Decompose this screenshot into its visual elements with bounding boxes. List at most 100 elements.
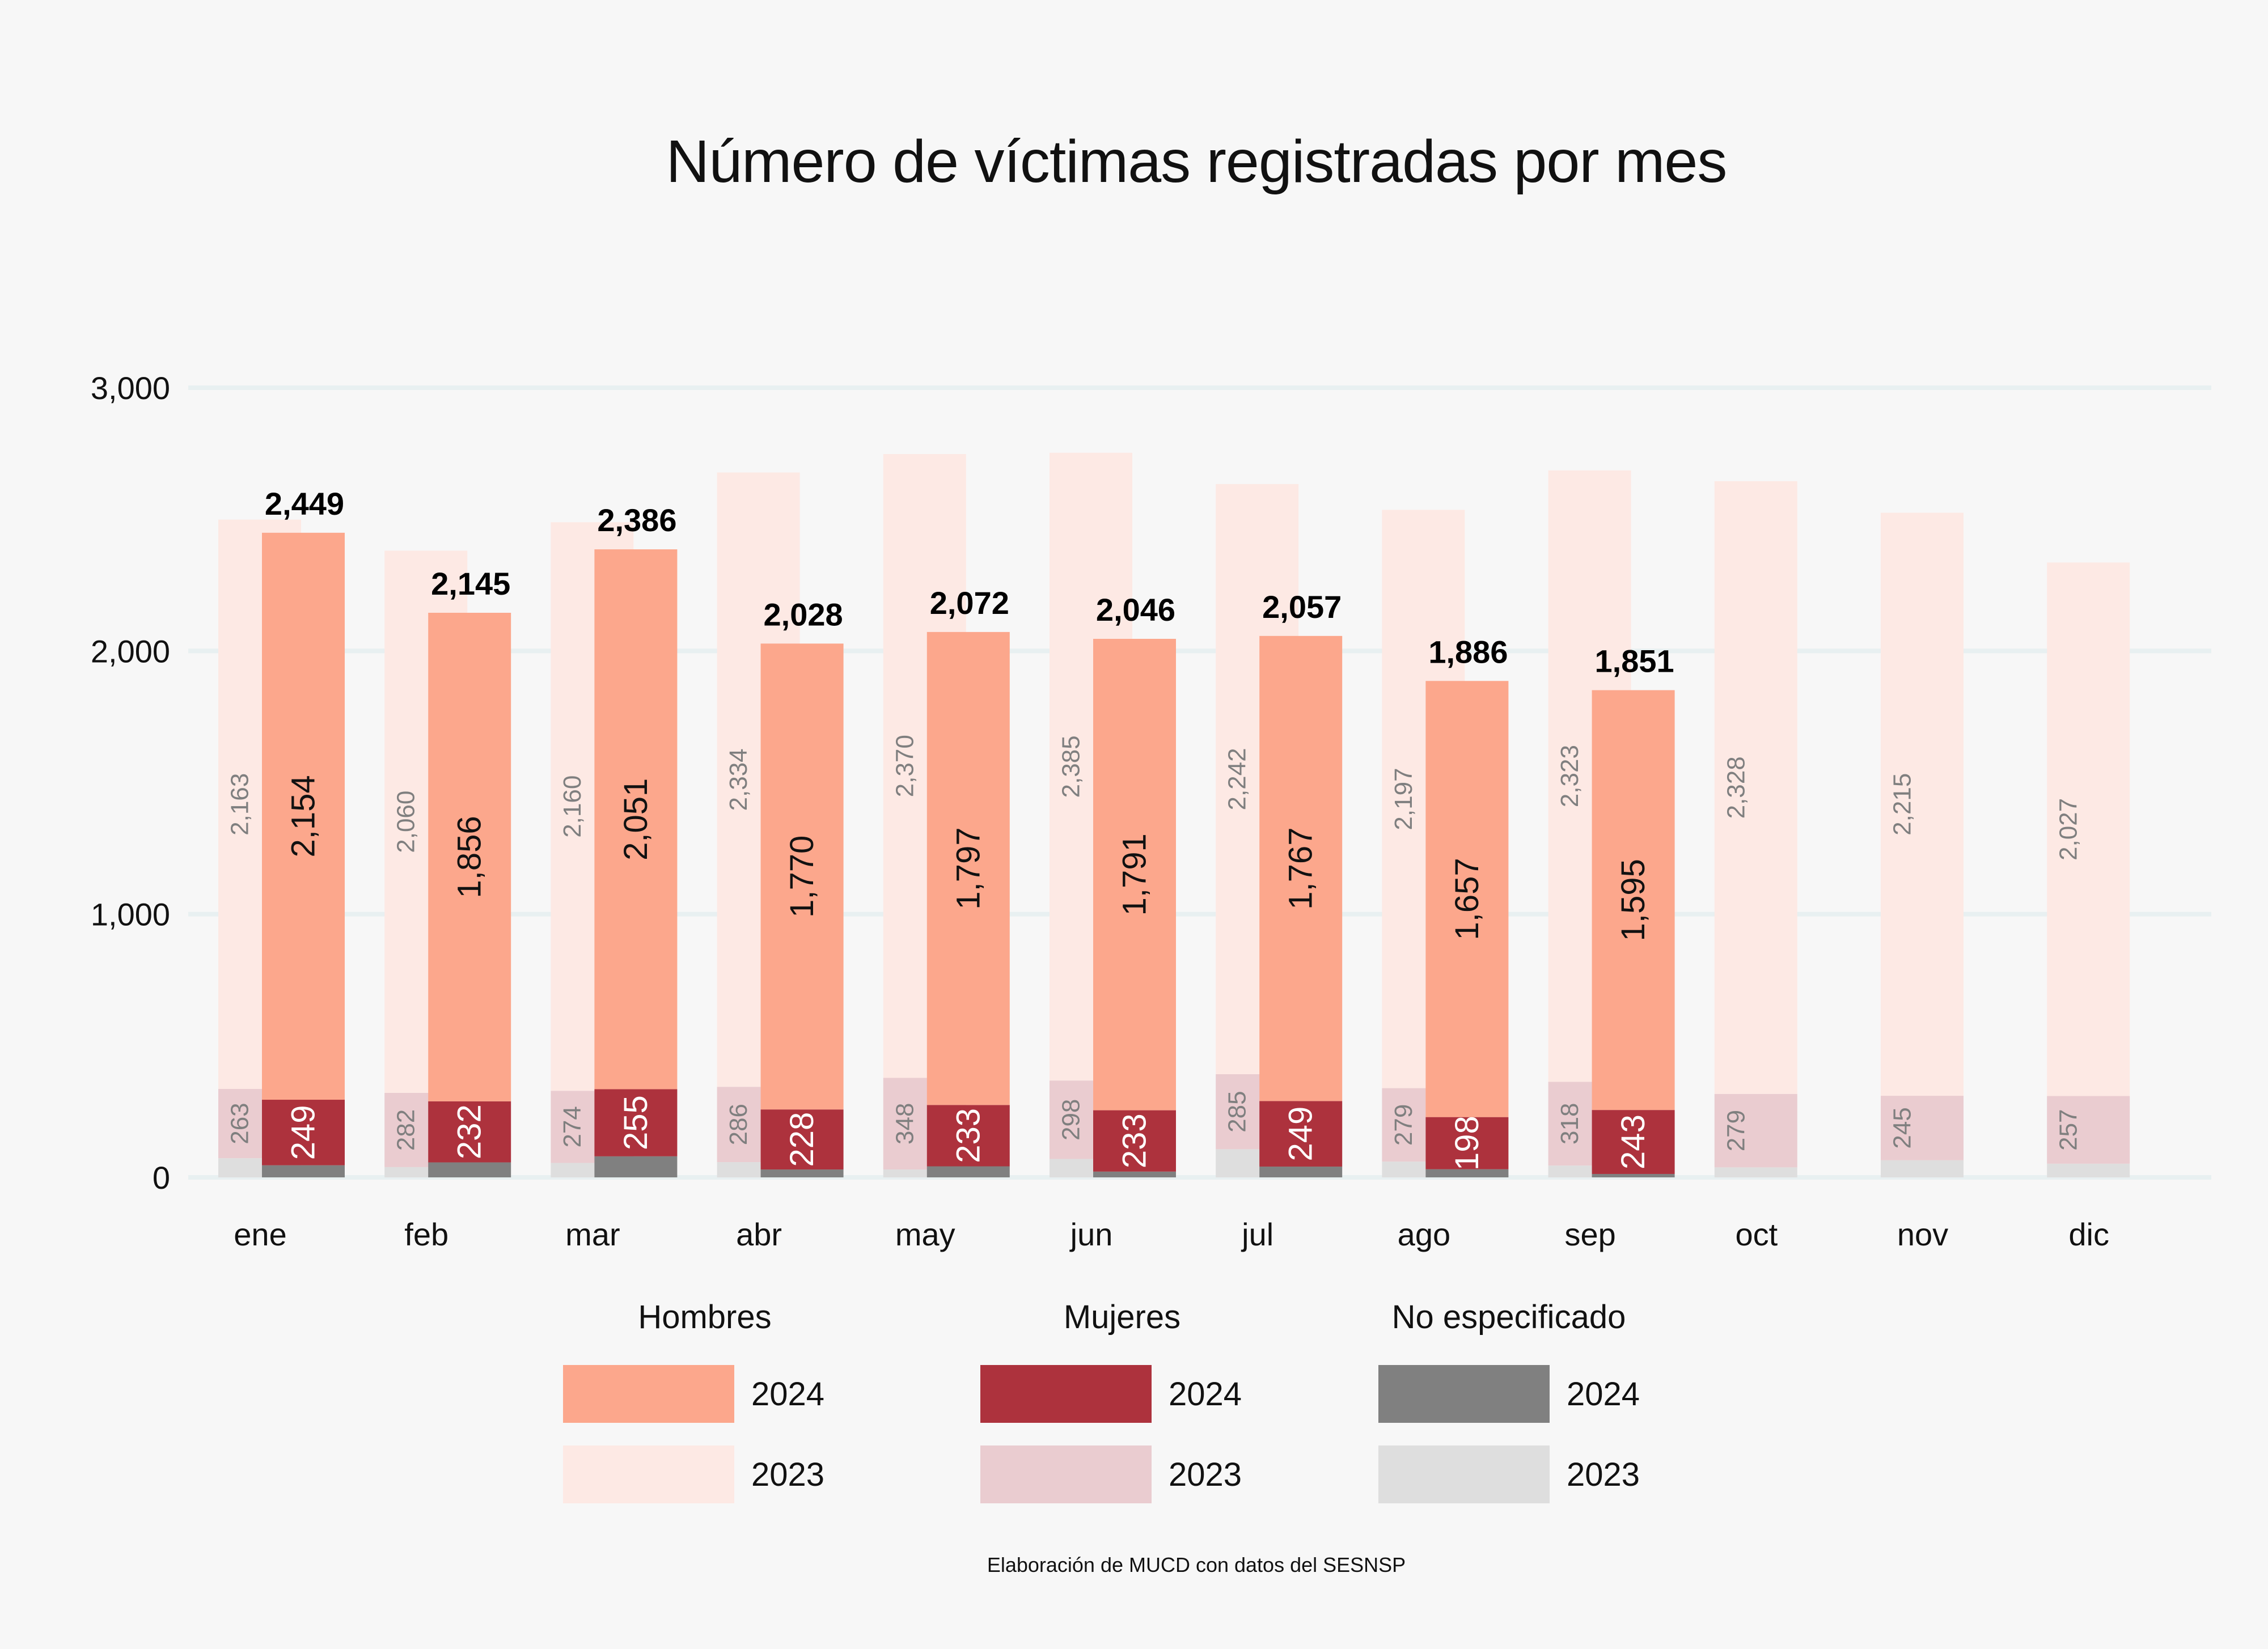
legend-label: 2023 [1169, 1456, 1242, 1493]
data-label-hombres-2024: 1,657 [1449, 858, 1486, 940]
data-label-hombres-2023: 2,160 [558, 775, 586, 838]
total-label-2024: 2,046 [1096, 592, 1175, 628]
data-label-mujeres-2024: 232 [451, 1104, 488, 1159]
data-label-hombres-2023: 2,323 [1556, 745, 1584, 807]
x-tick-label: nov [1897, 1216, 1948, 1252]
data-label-mujeres-2023: 286 [725, 1104, 752, 1145]
bar-stack-2023-jun: 298 2,385 [1050, 452, 1132, 1177]
bar-hombres-2024 [428, 613, 511, 1101]
data-label-mujeres-2023: 348 [891, 1103, 919, 1144]
data-label-mujeres-2023: 318 [1556, 1103, 1584, 1144]
legend-item-no-especificado-2023[interactable]: 2023 [1378, 1445, 1719, 1503]
x-tick-label: jun [1069, 1216, 1113, 1252]
bar-mujeres-2024 [1093, 1110, 1176, 1172]
legend-group-title: No especificado [1391, 1299, 1626, 1336]
bar-no-especificado-2024 [1425, 1169, 1509, 1177]
legend-label: 2024 [1567, 1376, 1640, 1413]
data-label-hombres-2024: 1,767 [1283, 828, 1319, 910]
bar-stack-2024-may: 233 1,797 [926, 631, 1010, 1177]
x-tick-label: dic [2068, 1216, 2109, 1252]
bar-stack-2023-dic: 257 2,027 [2047, 562, 2130, 1177]
y-tick-label: 3,000 [91, 370, 170, 406]
bar-hombres-2024 [1093, 638, 1176, 1110]
bar-mujeres-2024 [262, 1100, 345, 1165]
total-label-2024: 2,028 [764, 596, 843, 632]
total-label-2024: 2,057 [1262, 589, 1342, 625]
total-label-2024: 2,145 [431, 566, 510, 601]
bar-mujeres-2023 [1881, 1096, 1964, 1160]
bar-stack-2024-jun: 233 1,791 [1093, 638, 1176, 1177]
bar-mujeres-2023 [1714, 1093, 1797, 1168]
bar-hombres-2023 [1714, 481, 1797, 1094]
bar-hombres-2024 [594, 549, 678, 1090]
bar-no-especificado-2023 [2047, 1163, 2130, 1177]
total-label-2024: 1,886 [1428, 634, 1508, 669]
bar-mujeres-2023 [2047, 1096, 2130, 1164]
data-label-mujeres-2024: 243 [1615, 1114, 1652, 1169]
legend-swatch [1378, 1445, 1550, 1503]
bar-hombres-2024 [1425, 681, 1509, 1117]
bar-stack-2024-jul: 249 1,767 [1259, 635, 1343, 1177]
data-label-hombres-2024: 1,770 [784, 836, 820, 918]
data-label-hombres-2024: 1,856 [451, 816, 488, 898]
bar-stack-2023-oct: 279 2,328 [1714, 481, 1797, 1177]
bar-no-especificado-2024 [1093, 1171, 1176, 1177]
data-label-hombres-2024: 1,797 [950, 828, 987, 910]
bar-hombres-2024 [760, 643, 844, 1110]
x-tick-label: oct [1735, 1216, 1778, 1252]
legend-label: 2023 [1567, 1456, 1640, 1493]
total-label-2024: 1,851 [1595, 643, 1674, 679]
legend-item-hombres-2024[interactable]: 2024 [563, 1365, 903, 1423]
bar-chart-plot: 0 1,000 2,000 3,000 263 2,163 249 2,154 2,449 ene… [91, 370, 2211, 1252]
legend-swatch [563, 1365, 734, 1423]
legend-group-title: Mujeres [1063, 1299, 1181, 1336]
data-label-mujeres-2023: 257 [2055, 1109, 2083, 1150]
legend-item-mujeres-2023[interactable]: 2023 [980, 1445, 1321, 1503]
x-tick-label: mar [565, 1216, 620, 1252]
data-label-mujeres-2024: 249 [1283, 1107, 1319, 1161]
x-tick-label: abr [736, 1216, 782, 1252]
legend-item-hombres-2023[interactable]: 2023 [563, 1445, 903, 1503]
legend-item-mujeres-2024[interactable]: 2024 [980, 1365, 1321, 1423]
legend-label: 2023 [751, 1456, 825, 1493]
y-tick-label: 1,000 [91, 897, 170, 932]
bar-mujeres-2024 [428, 1101, 511, 1163]
gridline [188, 648, 2211, 654]
legend-item-no-especificado-2024[interactable]: 2024 [1378, 1365, 1719, 1423]
bar-no-especificado-2024 [1259, 1166, 1343, 1177]
gridline [188, 912, 2211, 917]
data-label-hombres-2023: 2,242 [1224, 748, 1251, 810]
data-label-hombres-2023: 2,370 [891, 735, 919, 797]
legend-label: 2024 [1169, 1376, 1242, 1413]
legend-group-no-especificado: No especificado 2024 2023 [1378, 1298, 1719, 1503]
x-tick-label: feb [404, 1216, 448, 1252]
bar-stack-2023-nov: 245 2,215 [1881, 512, 1964, 1177]
data-label-hombres-2023: 2,060 [392, 791, 420, 853]
x-tick-label: ene [234, 1216, 286, 1252]
legend-group-mujeres: Mujeres 2024 2023 [980, 1298, 1321, 1503]
x-tick-label: sep [1564, 1216, 1615, 1252]
data-label-hombres-2023: 2,027 [2055, 798, 2083, 860]
legend: Hombres 2024 2023 Mujeres 2024 2023 No e… [0, 1298, 2268, 1525]
bar-mujeres-2024 [1425, 1117, 1509, 1169]
bar-hombres-2024 [1592, 690, 1675, 1110]
data-label-mujeres-2024: 198 [1449, 1116, 1486, 1171]
bar-no-especificado-2024 [926, 1166, 1010, 1177]
x-tick-label: may [895, 1216, 955, 1252]
bar-mujeres-2024 [594, 1089, 678, 1156]
bar-no-especificado-2023 [1881, 1160, 1964, 1177]
bar-no-especificado-2024 [262, 1165, 345, 1177]
data-label-hombres-2024: 1,595 [1615, 859, 1652, 941]
chart-title: Número de víctimas registradas por mes [666, 128, 1728, 195]
data-label-mujeres-2024: 249 [285, 1105, 322, 1160]
total-label-2024: 2,072 [930, 585, 1009, 621]
bar-hombres-2024 [1259, 635, 1343, 1101]
bar-no-especificado-2024 [594, 1156, 678, 1177]
total-label-2024: 2,386 [597, 502, 676, 538]
bar-no-especificado-2024 [428, 1162, 511, 1177]
legend-swatch [1378, 1365, 1550, 1423]
bar-hombres-2024 [262, 532, 345, 1100]
bar-stack-2024-ago: 198 1,657 [1425, 681, 1509, 1177]
legend-group-title: Hombres [638, 1299, 772, 1336]
bar-hombres-2023 [2047, 562, 2130, 1096]
